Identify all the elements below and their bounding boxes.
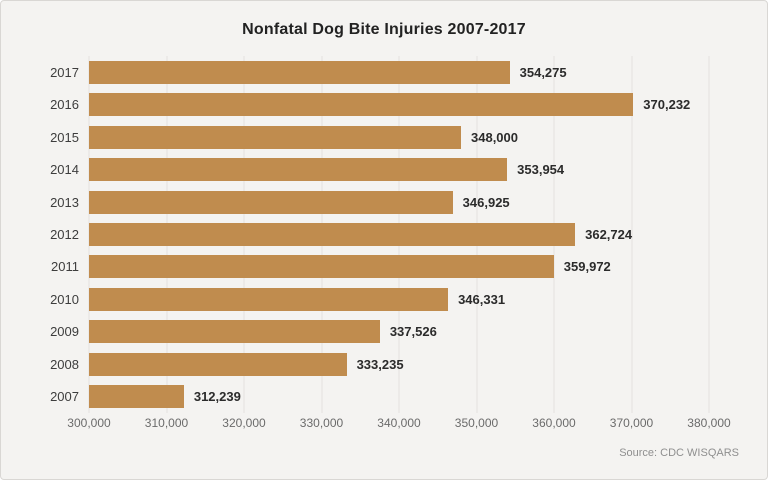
y-axis-label: 2007 bbox=[50, 389, 79, 405]
bar-row: 2010 346,331 bbox=[50, 283, 709, 315]
plot-area: 2017 354,275 2016 370,232 2015 348,000 2014 353… bbox=[50, 56, 710, 413]
bar-row: 2016 370,232 bbox=[50, 88, 709, 120]
x-tick-label: 360,000 bbox=[532, 416, 576, 430]
bar bbox=[89, 255, 554, 279]
bar bbox=[89, 158, 508, 182]
bar bbox=[89, 352, 347, 376]
bar-row: 2014 353,954 bbox=[50, 153, 709, 185]
value-label: 346,925 bbox=[462, 194, 510, 210]
value-label: 333,235 bbox=[356, 356, 404, 372]
y-axis-label: 2014 bbox=[50, 162, 79, 178]
bar-row: 2008 333,235 bbox=[50, 348, 709, 380]
value-label: 312,239 bbox=[193, 389, 241, 405]
value-label: 346,331 bbox=[458, 291, 506, 307]
bar bbox=[89, 385, 184, 409]
bar-rows: 2017 354,275 2016 370,232 2015 348,000 2014 353… bbox=[50, 56, 709, 413]
bar-row: 2011 359,972 bbox=[51, 251, 709, 283]
bar bbox=[89, 93, 634, 117]
bar bbox=[89, 287, 449, 311]
y-axis-label: 2008 bbox=[50, 356, 79, 372]
x-tick-label: 340,000 bbox=[377, 416, 421, 430]
x-tick-label: 310,000 bbox=[144, 416, 189, 430]
value-label: 353,954 bbox=[517, 162, 565, 178]
y-axis-label: 2017 bbox=[50, 64, 79, 80]
bar bbox=[89, 320, 380, 344]
bar-row: 2007 312,239 bbox=[50, 381, 709, 413]
x-tick-label: 380,000 bbox=[687, 416, 731, 430]
source-caption: Source: CDC WISQARS bbox=[619, 447, 739, 459]
bar-row: 2009 337,526 bbox=[50, 316, 709, 348]
bar bbox=[89, 222, 576, 246]
y-axis-label: 2009 bbox=[50, 324, 79, 340]
y-axis-label: 2013 bbox=[50, 194, 79, 210]
y-axis-label: 2012 bbox=[50, 226, 79, 242]
value-label: 359,972 bbox=[563, 259, 611, 275]
value-label: 362,724 bbox=[585, 226, 633, 242]
bar bbox=[89, 125, 461, 149]
x-tick-label: 320,000 bbox=[222, 416, 266, 430]
bar-row: 2013 346,925 bbox=[50, 186, 709, 218]
y-axis-label: 2015 bbox=[50, 129, 79, 145]
bar-row: 2017 354,275 bbox=[50, 56, 709, 88]
x-tick-label: 370,000 bbox=[609, 416, 654, 430]
y-axis-label: 2011 bbox=[51, 259, 79, 275]
chart-title: Nonfatal Dog Bite Injuries 2007-2017 bbox=[242, 21, 526, 38]
bar bbox=[89, 190, 453, 214]
x-axis: 300,000 310,000 320,000 330,000 340,000 350,0… bbox=[67, 416, 730, 432]
x-tick-label: 330,000 bbox=[299, 416, 344, 430]
bar bbox=[89, 60, 510, 84]
y-axis-label: 2010 bbox=[50, 291, 79, 307]
bar-row: 2012 362,724 bbox=[50, 218, 709, 250]
value-label: 370,232 bbox=[643, 97, 691, 113]
y-axis-label: 2016 bbox=[50, 97, 79, 113]
value-label: 354,275 bbox=[519, 64, 567, 80]
value-label: 337,526 bbox=[389, 324, 437, 340]
x-tick-label: 350,000 bbox=[454, 416, 499, 430]
bar-row: 2015 348,000 bbox=[50, 121, 709, 153]
x-tick-label: 300,000 bbox=[67, 416, 111, 430]
value-label: 348,000 bbox=[471, 129, 518, 145]
